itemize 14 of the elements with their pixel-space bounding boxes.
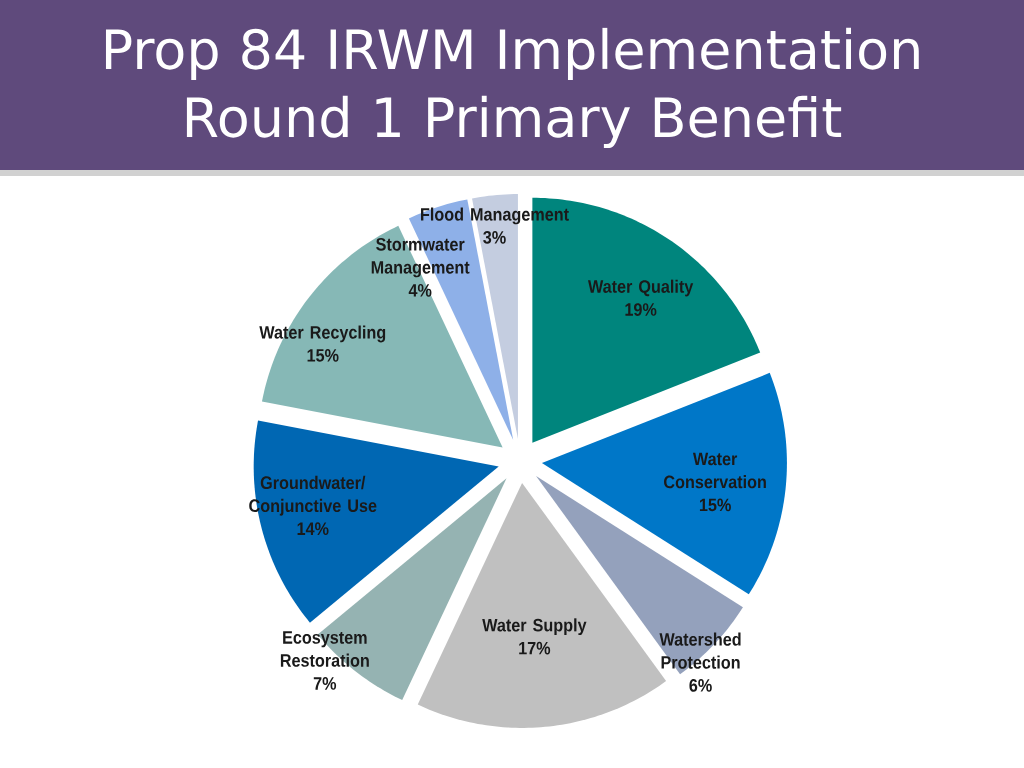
slice-label: Water Recycling: [259, 325, 386, 343]
slice-label: Stormwater Management: [371, 237, 470, 278]
data-label: 15%: [699, 498, 731, 512]
data-label: 3%: [483, 230, 506, 244]
data-label: 7%: [313, 677, 337, 690]
data-label: 14%: [297, 522, 329, 536]
slice-label: Water Conservation: [664, 452, 766, 489]
slice-label: Water Quality: [587, 279, 694, 297]
data-label: 15%: [307, 349, 339, 362]
data-label: 17%: [519, 641, 551, 655]
slice-label: Water Supply: [482, 618, 587, 636]
data-label: 19%: [625, 303, 657, 316]
data-label: 6%: [689, 678, 712, 692]
chart-title: Prop 84 IRWM Implementation Round 1 Primary Benefit: [105, 27, 919, 149]
